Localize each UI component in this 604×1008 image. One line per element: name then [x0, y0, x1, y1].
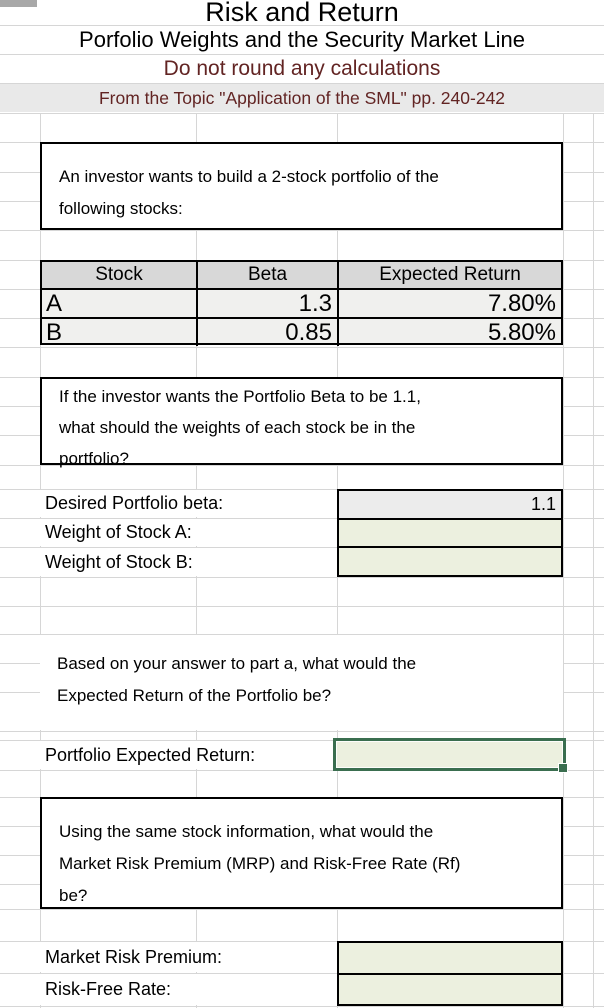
- mrp-cell[interactable]: [339, 943, 561, 975]
- cell-stock-b[interactable]: B: [42, 319, 198, 346]
- source-reference: From the Topic "Application of the SML" …: [0, 84, 604, 112]
- rf-cell[interactable]: [339, 974, 561, 1004]
- gridline: [0, 489, 604, 490]
- question-c-line-3: be?: [59, 886, 88, 905]
- corner-artifact: [0, 0, 37, 7]
- cell-beta-b[interactable]: 0.85: [198, 319, 339, 346]
- intro-line-2: following stocks:: [59, 199, 183, 218]
- gridline: [0, 731, 604, 732]
- question-b-line-1: Based on your answer to part a, what wou…: [57, 654, 417, 673]
- stock-table-header-row: Stock Beta Expected Return: [42, 262, 561, 290]
- question-b-line-2: Expected Return of the Portfolio be?: [57, 686, 332, 705]
- gridline: [0, 577, 604, 578]
- answer-c-cells: [337, 941, 563, 1006]
- weight-b-label: Weight of Stock B:: [40, 548, 337, 576]
- gridline: [0, 606, 604, 607]
- weight-b-cell[interactable]: [339, 548, 561, 576]
- gridline: [0, 770, 604, 771]
- weight-a-label: Weight of Stock A:: [40, 519, 337, 546]
- stock-table: Stock Beta Expected Return A 1.3 7.80% B…: [40, 260, 563, 346]
- page-subtitle: Porfolio Weights and the Security Market…: [0, 26, 604, 53]
- desired-beta-cell[interactable]: 1.1: [339, 491, 561, 520]
- gridline: [0, 83, 604, 84]
- gridline: [0, 547, 604, 548]
- gridline: [0, 465, 604, 466]
- rf-label: Risk-Free Rate:: [40, 974, 337, 1005]
- gridline: [0, 25, 604, 26]
- question-c-line-2: Market Risk Premium (MRP) and Risk-Free …: [59, 854, 461, 873]
- header-cell-expected-return[interactable]: Expected Return: [379, 264, 521, 285]
- question-a-line-1: If the investor wants the Portfolio Beta…: [59, 387, 421, 406]
- gridline: [593, 113, 594, 1008]
- desired-beta-label: Desired Portfolio beta:: [40, 490, 337, 517]
- gridline: [0, 113, 604, 114]
- gridline: [0, 740, 604, 741]
- portfolio-return-cell[interactable]: [333, 738, 568, 773]
- header-cell-beta[interactable]: Beta: [198, 262, 339, 288]
- gridline: [0, 54, 604, 55]
- gridline: [0, 634, 604, 635]
- gridline: [0, 1006, 604, 1007]
- question-b-text: Based on your answer to part a, what wou…: [40, 635, 563, 730]
- gridline: [0, 518, 604, 519]
- instruction-note: Do not round any calculations: [0, 55, 604, 82]
- question-a-line-2: what should the weights of each stock be…: [59, 418, 416, 437]
- cell-beta-a[interactable]: 1.3: [198, 290, 339, 317]
- gridline: [0, 909, 604, 910]
- fill-handle[interactable]: [558, 763, 568, 773]
- mrp-label: Market Risk Premium:: [40, 942, 337, 972]
- gridline: [0, 941, 604, 942]
- portfolio-return-label: Portfolio Expected Return:: [40, 741, 333, 769]
- question-a-line-3: portfolio?: [59, 449, 129, 468]
- question-c-box: Using the same stock information, what w…: [40, 797, 563, 909]
- cell-return-a[interactable]: 7.80%: [487, 290, 556, 317]
- intro-text-box: An investor wants to build a 2-stock por…: [40, 142, 563, 230]
- cell-return-b[interactable]: 5.80%: [487, 319, 556, 346]
- gridline: [563, 113, 564, 1008]
- page-title: Risk and Return: [0, 0, 604, 26]
- weight-a-cell[interactable]: [339, 519, 561, 549]
- table-row: A 1.3 7.80%: [42, 290, 561, 319]
- intro-line-1: An investor wants to build a 2-stock por…: [59, 167, 439, 186]
- header-cell-stock[interactable]: Stock: [42, 262, 198, 288]
- gridline: [0, 230, 604, 231]
- gridline: [0, 347, 604, 348]
- table-row: B 0.85 5.80%: [42, 319, 561, 346]
- gridline: [0, 973, 604, 974]
- cell-stock-a[interactable]: A: [42, 290, 198, 317]
- question-a-box: If the investor wants the Portfolio Beta…: [40, 377, 563, 468]
- question-c-line-1: Using the same stock information, what w…: [59, 822, 434, 841]
- answer-a-cells: 1.1: [337, 489, 563, 577]
